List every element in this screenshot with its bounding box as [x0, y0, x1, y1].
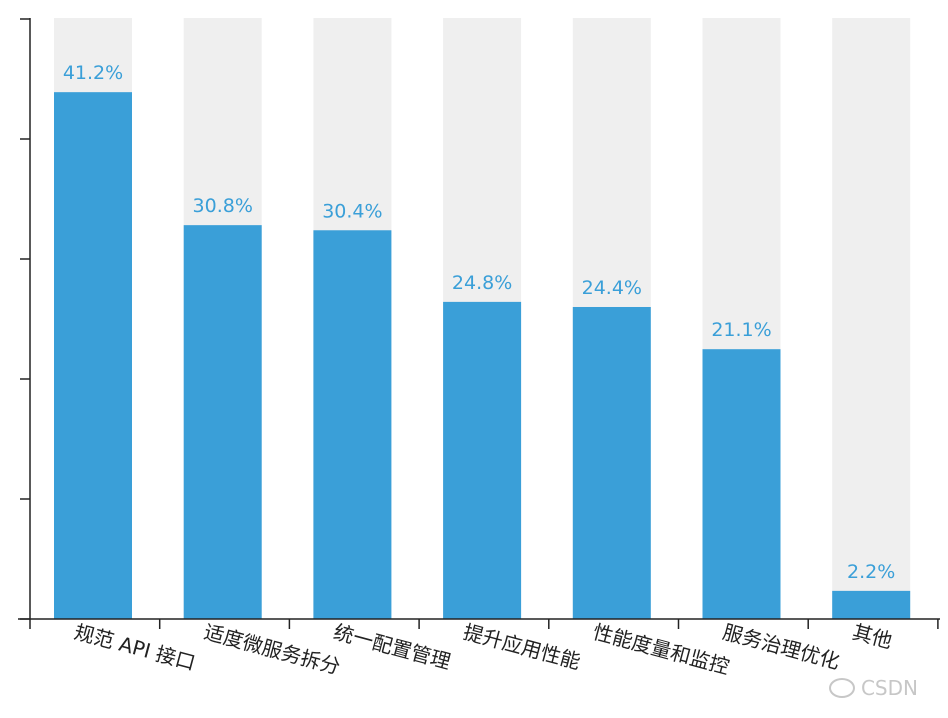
category-label: 提升应用性能	[461, 620, 583, 674]
value-label: 30.4%	[322, 200, 382, 222]
y-axis-ticks	[20, 18, 30, 620]
bar	[313, 230, 392, 620]
bar	[54, 92, 132, 619]
value-label: 2.2%	[847, 561, 895, 583]
category-label: 统一配置管理	[331, 620, 453, 674]
bar	[443, 301, 522, 619]
category-label: 规范 API 接口	[72, 620, 198, 675]
category-label: 性能度量和监控	[591, 620, 732, 679]
background-bar	[832, 18, 911, 619]
category-label: 其他	[850, 620, 895, 654]
bar	[572, 306, 651, 619]
category-label: 适度微服务拆分	[201, 620, 342, 679]
value-label: 21.1%	[711, 319, 771, 341]
axes	[18, 18, 940, 620]
value-label: 30.8%	[193, 195, 253, 217]
category-label: 服务治理优化	[720, 620, 842, 674]
x-axis-ticks	[29, 619, 939, 629]
bar	[832, 590, 911, 619]
watermark-text: CSDN	[860, 676, 918, 700]
bars	[54, 92, 911, 620]
value-label: 24.4%	[582, 277, 642, 299]
value-labels: 41.2% 30.8% 30.4% 24.8% 24.4% 21.1% 2.2%	[63, 62, 896, 583]
wechat-icon	[828, 678, 855, 698]
bar	[702, 349, 781, 619]
value-label: 41.2%	[63, 62, 123, 84]
watermark: CSDN	[828, 676, 918, 700]
bar	[183, 225, 262, 619]
value-label: 24.8%	[452, 272, 512, 294]
